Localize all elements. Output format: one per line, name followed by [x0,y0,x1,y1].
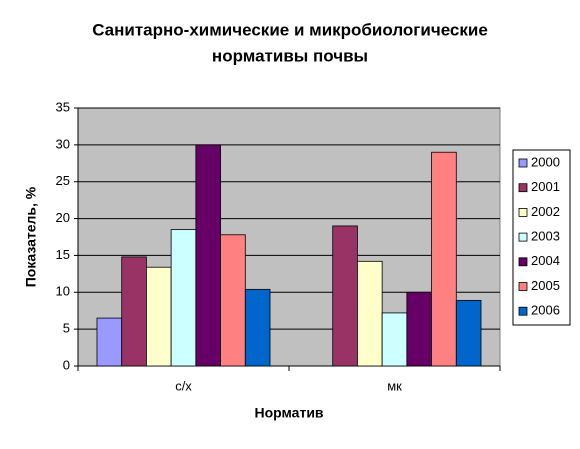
y-tick-label: 30 [56,136,70,151]
bar [244,288,271,367]
legend-swatch [518,257,528,267]
legend-label: 2006 [531,303,560,318]
bar [220,234,246,367]
legend-label: 2002 [531,204,560,219]
bar [455,299,482,367]
bar [406,291,432,367]
bar [332,225,358,367]
legend-label: 2003 [531,229,560,244]
chart-title: Санитарно-химические и микробиологически… [92,20,488,39]
y-tick-label: 10 [56,284,70,299]
chart-title: нормативы почвы [212,46,368,65]
y-tick-label: 35 [56,99,70,114]
x-axis-title: Норматив [254,405,323,421]
bar [357,260,383,367]
legend-label: 2000 [531,154,560,169]
x-tick-label: мк [387,378,402,393]
legend-swatch [518,183,528,193]
legend-label: 2001 [531,179,560,194]
bar [381,312,408,367]
legend-swatch [518,158,528,168]
bar [195,144,221,367]
bar [96,317,123,367]
legend-swatch [518,232,528,242]
legend-label: 2005 [531,278,560,293]
legend-label: 2004 [531,253,560,268]
bar [431,151,457,367]
bar [146,266,172,367]
legend-swatch [518,282,528,291]
y-tick-label: 5 [63,321,70,336]
bar [170,229,197,367]
x-tick-label: с/х [175,378,192,393]
y-tick-label: 0 [63,357,70,372]
y-tick-label: 20 [56,210,70,225]
y-tick-label: 25 [56,173,70,188]
y-tick-label: 15 [56,247,70,262]
y-axis-title: Показатель, % [23,186,39,287]
legend-swatch [518,306,528,316]
legend-swatch [518,207,528,217]
bar [121,256,147,367]
